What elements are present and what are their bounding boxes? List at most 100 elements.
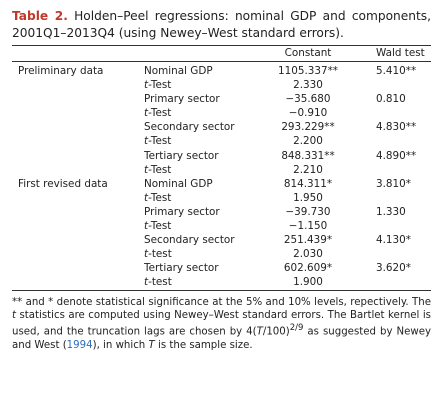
constant-cell: 2.030: [293, 248, 323, 261]
constant-cell: 2.210: [293, 163, 323, 176]
variable-cell: Tertiary sector: [144, 262, 219, 275]
caption-label: Table 2.: [12, 9, 68, 23]
note-text: ), in which: [92, 340, 149, 352]
note-text: 1994: [66, 340, 93, 352]
variable-cell: t-test: [144, 248, 172, 261]
wald-cell: 4.830**: [376, 121, 417, 134]
table-row: t-Test −0.910: [12, 106, 431, 120]
table-row: t-Test 1.950: [12, 191, 431, 205]
header-cell: Constant: [262, 45, 354, 62]
cell: [12, 275, 144, 290]
variable-cell: Primary sector: [144, 93, 220, 106]
cell: [354, 219, 431, 233]
table-row: Primary sector −39.730 1.330: [12, 205, 431, 219]
caption-text: Holden–Peel regressions: nominal GDP and…: [12, 9, 432, 40]
constant-cell: 251.439*: [283, 234, 333, 247]
variable-cell: t-Test: [144, 220, 172, 233]
variable-cell: t-Test: [144, 163, 172, 176]
constant-cell: 293.229**: [281, 121, 335, 134]
table-row: t-Test −1.150: [12, 219, 431, 233]
cell: [354, 275, 431, 290]
cell: [354, 134, 431, 148]
cell: [12, 205, 144, 219]
cell: [12, 261, 144, 275]
cell: [354, 247, 431, 261]
variable-cell: t-Test: [144, 79, 172, 92]
cell: [12, 120, 144, 134]
note-text: T: [148, 340, 155, 352]
note-text: is the sample size.: [154, 340, 253, 352]
note-text: as suggested by Newey and West (: [12, 326, 431, 352]
constant-cell: 1.900: [293, 276, 323, 289]
table-row: t-Test 2.200: [12, 134, 431, 148]
variable-cell: Tertiary sector: [144, 149, 219, 162]
wald-cell: 1.330: [376, 205, 406, 218]
cell: [12, 191, 144, 205]
table: Constant Wald test Preliminary data Nomin…: [12, 45, 431, 291]
variable-cell: t-Test: [144, 107, 172, 120]
constant-cell: 2.200: [293, 135, 323, 148]
table-row: t-Test 2.330: [12, 78, 431, 92]
variable-cell: Nominal GDP: [144, 65, 213, 77]
cell: [12, 233, 144, 247]
wald-cell: 0.810: [376, 93, 406, 106]
cell: [354, 163, 431, 177]
cell: [12, 92, 144, 106]
note-text: statistics are computed using Newey–West…: [12, 309, 431, 338]
group-label: Preliminary data: [18, 65, 104, 77]
constant-cell: −0.910: [288, 107, 328, 120]
table-row: t-Test 2.210: [12, 163, 431, 177]
variable-cell: t-test: [144, 276, 172, 289]
table-row: Tertiary sector 848.331** 4.890**: [12, 149, 431, 163]
constant-cell: 1.950: [293, 191, 323, 204]
group-label: First revised data: [18, 177, 108, 190]
header-row: Constant Wald test: [12, 45, 431, 62]
cell: [12, 134, 144, 148]
cell: [354, 191, 431, 205]
table-row: Secondary sector 251.439* 4.130*: [12, 233, 431, 247]
wald-cell: 3.620*: [376, 262, 411, 275]
table-row: First revised data Nominal GDP 814.311* 3.8…: [12, 177, 431, 191]
variable-cell: Nominal GDP: [144, 177, 213, 190]
wald-cell: 4.890**: [376, 149, 417, 162]
cell: [12, 106, 144, 120]
cell: [12, 163, 144, 177]
wald-cell: 5.410**: [376, 65, 417, 77]
cell: [354, 106, 431, 120]
note-text: T: [256, 326, 263, 338]
cell: [354, 78, 431, 92]
caption: Table 2. Holden–Peel regressions: nomina…: [12, 8, 431, 42]
table-row: Primary sector −35.680 0.810: [12, 92, 431, 106]
note-text: 2/9: [289, 323, 304, 334]
header-cell: Wald test: [354, 45, 431, 62]
document: Table 2. Holden–Peel regressions: nomina…: [12, 8, 431, 353]
table-row: Preliminary data Nominal GDP 1105.337** 5.4…: [12, 62, 431, 79]
note-text: ** and * denote statistical significance…: [12, 296, 431, 308]
variable-cell: Secondary sector: [144, 121, 235, 134]
variable-cell: t-Test: [144, 191, 172, 204]
constant-cell: 602.609*: [283, 262, 333, 275]
table-note: ** and * denote statistical significance…: [12, 296, 431, 353]
wald-cell: 3.810*: [376, 177, 411, 190]
table-row: Secondary sector 293.229** 4.830**: [12, 120, 431, 134]
wald-cell: 4.130*: [376, 234, 411, 247]
constant-cell: 814.311*: [283, 177, 333, 190]
constant-cell: 2.330: [293, 79, 323, 92]
cell: [12, 78, 144, 92]
cell: [12, 149, 144, 163]
constant-cell: 1105.337**: [278, 65, 338, 77]
table-row: t-test 1.900: [12, 275, 431, 290]
variable-cell: Primary sector: [144, 205, 220, 218]
cell: [12, 219, 144, 233]
constant-cell: 848.331**: [281, 149, 335, 162]
table-row: t-test 2.030: [12, 247, 431, 261]
cell: [12, 247, 144, 261]
table-row: Tertiary sector 602.609* 3.620*: [12, 261, 431, 275]
note-text: /100): [262, 326, 290, 338]
constant-cell: −1.150: [288, 220, 328, 233]
constant-cell: −39.730: [285, 205, 331, 218]
constant-cell: −35.680: [285, 93, 331, 106]
variable-cell: Secondary sector: [144, 234, 235, 247]
variable-cell: t-Test: [144, 135, 172, 148]
